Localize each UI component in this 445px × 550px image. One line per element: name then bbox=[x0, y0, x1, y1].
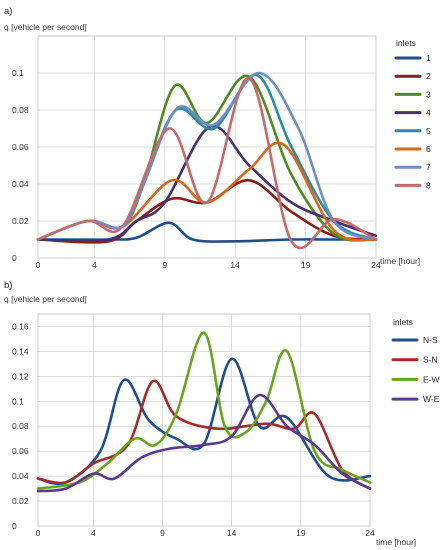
legend-entry: 5 bbox=[426, 126, 431, 136]
panel-label-b: b) bbox=[4, 280, 12, 291]
y-tick-label: 0.04 bbox=[12, 471, 29, 481]
x-tick-label: 19 bbox=[301, 260, 311, 270]
legend-entry: N-S bbox=[423, 335, 438, 345]
gridlines-a bbox=[37, 35, 377, 259]
legend-entry: E-W bbox=[423, 374, 440, 384]
x-tick-label: 14 bbox=[230, 260, 240, 270]
x-tick-label: 9 bbox=[160, 528, 165, 538]
series-line-S-N bbox=[36, 379, 372, 490]
y-tick-labels-a: 0 0.02 0.04 0.06 0.08 0.1 bbox=[12, 68, 29, 263]
legend-entry: 3 bbox=[426, 89, 431, 99]
x-tick-label: 0 bbox=[36, 260, 41, 270]
legend-entry: 8 bbox=[426, 180, 431, 190]
y-tick-label: 0 bbox=[12, 521, 17, 531]
y-tick-label: 0.08 bbox=[12, 421, 29, 431]
legend-entry: 2 bbox=[426, 71, 431, 81]
x-axis-title-a: time [hour] bbox=[380, 256, 420, 266]
chart-b: b) q [vehicle per second] 00.020.040.060… bbox=[4, 280, 440, 547]
y-tick-label: 0.04 bbox=[12, 179, 29, 189]
x-tick-labels-a: 0 4 9 14 19 24 bbox=[36, 260, 381, 270]
legend-entry: 6 bbox=[426, 144, 431, 154]
legend-title-b: inlets bbox=[393, 317, 413, 327]
y-tick-label: 0.1 bbox=[12, 396, 24, 406]
y-axis-title-b: q [vehicle per second] bbox=[4, 294, 87, 304]
chart-a: a) q [vehicle per second] 00.020.040.060… bbox=[4, 6, 431, 270]
y-tick-label: 0.1 bbox=[12, 68, 24, 78]
legend-entry: S-N bbox=[423, 355, 438, 365]
series-line-E-W bbox=[36, 331, 372, 490]
y-tick-label: 0 bbox=[12, 253, 17, 263]
series-lines-a bbox=[36, 71, 378, 250]
y-tick-label: 0.02 bbox=[12, 496, 29, 506]
y-tick-label: 0.06 bbox=[12, 446, 29, 456]
y-tick-label: 0.14 bbox=[12, 346, 29, 356]
x-tick-label: 9 bbox=[162, 260, 167, 270]
y-tick-labels-b: 0 0.02 0.04 0.06 0.08 0.1 0.12 0.14 0.16 bbox=[12, 321, 29, 531]
legend-title-a: inlets bbox=[396, 38, 416, 48]
x-tick-label: 4 bbox=[91, 528, 96, 538]
y-tick-label: 0.02 bbox=[12, 216, 29, 226]
series-line-7 bbox=[36, 71, 378, 241]
x-tick-label: 14 bbox=[227, 528, 237, 538]
y-tick-label: 0.06 bbox=[12, 142, 29, 152]
x-tick-label: 24 bbox=[371, 260, 381, 270]
legend-a: inlets 1 2 3 4 5 6 7 8 bbox=[394, 38, 431, 190]
panel-label-a: a) bbox=[4, 6, 12, 17]
x-axis-title-b: time [hour] bbox=[376, 537, 416, 547]
x-tick-label: 19 bbox=[296, 528, 306, 538]
y-tick-label: 0.08 bbox=[12, 105, 29, 115]
legend-entry: 7 bbox=[426, 162, 431, 172]
series-lines-b bbox=[36, 331, 372, 493]
x-tick-labels-b: 0 4 9 14 19 24 bbox=[36, 528, 375, 538]
legend-entry: 4 bbox=[426, 108, 431, 118]
legend-entry: W-E bbox=[423, 394, 440, 404]
y-tick-label: 0.16 bbox=[12, 321, 29, 331]
series-line-5 bbox=[36, 73, 378, 241]
y-tick-label: 0.12 bbox=[12, 371, 29, 381]
legend-entry: 1 bbox=[426, 53, 431, 63]
y-axis-title-a: q [vehicle per second] bbox=[4, 22, 87, 32]
x-tick-label: 0 bbox=[36, 528, 41, 538]
series-line-8 bbox=[36, 77, 378, 250]
x-tick-label: 24 bbox=[365, 528, 375, 538]
legend-b: inlets N-S S-N E-W W-E bbox=[391, 317, 440, 404]
x-tick-label: 4 bbox=[92, 260, 97, 270]
series-line-N-S bbox=[36, 357, 372, 486]
series-line-W-E bbox=[36, 393, 372, 493]
